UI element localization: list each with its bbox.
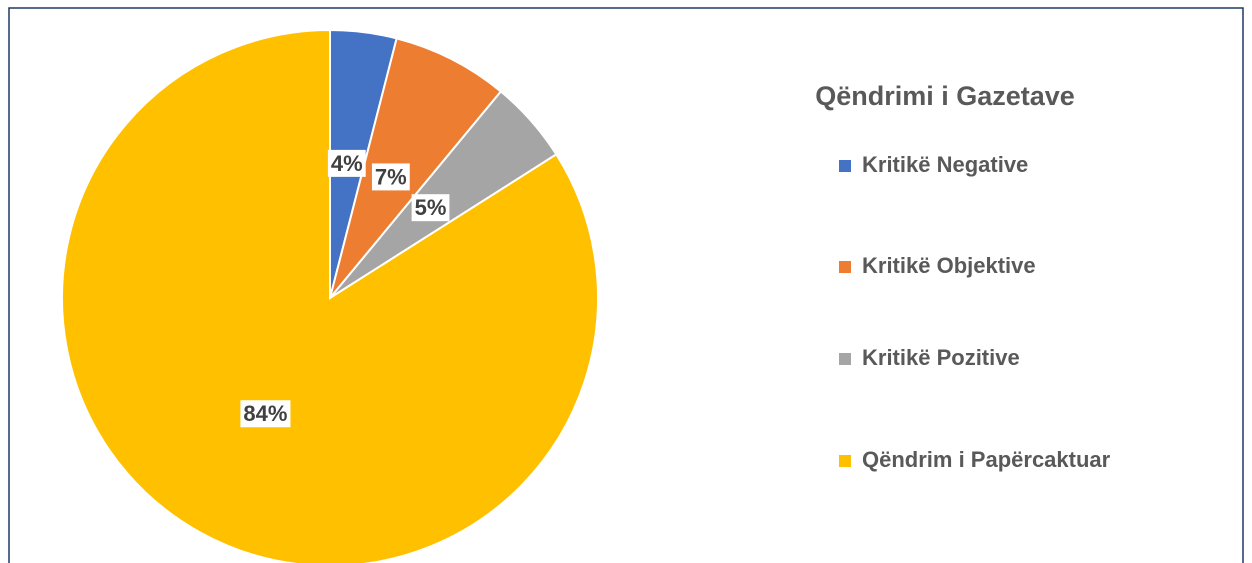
legend-swatch — [839, 261, 851, 273]
data-label: 5% — [415, 195, 447, 220]
legend-swatch — [839, 353, 851, 365]
data-label-bg — [327, 149, 366, 177]
pie-slice — [61, 28, 599, 563]
legend-swatch — [839, 160, 851, 172]
chart-title: Qëndrimi i Gazetave — [815, 81, 1075, 111]
legend: Kritikë Negative Kritikë Objektive Kritikë… — [839, 152, 1111, 472]
data-label: 7% — [375, 164, 407, 189]
data-label: 84% — [243, 401, 287, 426]
legend-label: Kritikë Pozitive — [862, 345, 1020, 370]
legend-label: Kritikë Negative — [862, 152, 1028, 177]
data-label-bg — [240, 400, 291, 428]
data-label: 4% — [331, 151, 363, 176]
legend-label: Qëndrim i Papërcaktuar — [862, 447, 1111, 472]
legend-label: Kritikë Objektive — [862, 253, 1036, 278]
data-label-bg — [371, 163, 410, 191]
legend-swatch — [839, 455, 851, 467]
data-label-bg — [411, 194, 450, 222]
data-labels: 4% 7% 5% 84% — [240, 149, 450, 428]
pie-slice — [329, 37, 503, 299]
pie — [61, 28, 599, 563]
